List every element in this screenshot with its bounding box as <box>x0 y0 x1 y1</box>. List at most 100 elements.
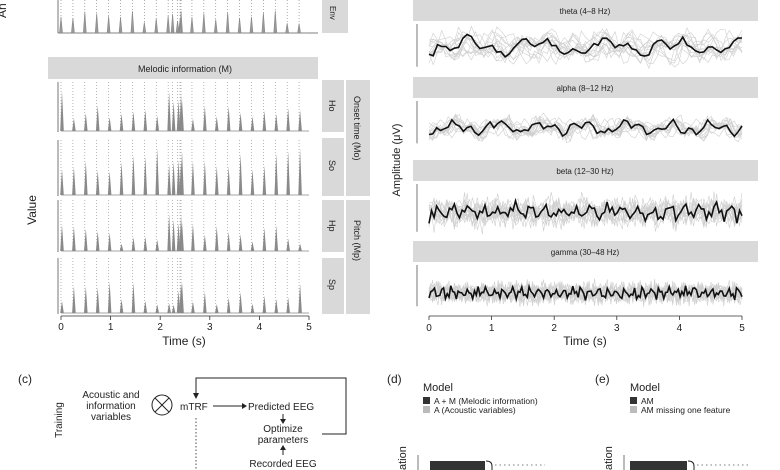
spike <box>167 303 171 313</box>
spike <box>274 299 279 313</box>
panel-e-legend-key-0 <box>630 397 637 404</box>
panel-c-optimize-line1: Optimize <box>263 424 303 435</box>
spike <box>180 99 184 131</box>
panel-c-recorded: Recorded EEG <box>249 459 316 470</box>
left-x-tick: 0 <box>58 322 64 333</box>
spike <box>180 282 184 313</box>
spike <box>143 109 148 131</box>
right-x-label: Time (s) <box>563 334 607 348</box>
spike <box>274 113 279 131</box>
spike <box>286 297 290 313</box>
panel-e-legend-key-1 <box>630 406 637 413</box>
panel-c-op: mTRF <box>180 402 208 413</box>
spike <box>238 234 243 251</box>
spike <box>203 161 207 195</box>
spike <box>131 237 136 251</box>
trial-trace <box>428 26 743 66</box>
spike <box>286 108 290 131</box>
spike <box>95 287 100 313</box>
band-panel-gamma: gamma (30–48 Hz) <box>413 241 758 307</box>
spike <box>119 162 124 195</box>
group-strip-onset <box>346 80 370 196</box>
spike <box>238 153 243 195</box>
right-x-axis: 0 1 2 3 4 5 <box>426 315 745 334</box>
spike <box>274 225 279 251</box>
band-label-beta: beta (12–30 Hz) <box>556 167 614 176</box>
spike <box>171 161 176 195</box>
spike <box>131 282 136 313</box>
spike <box>203 234 207 251</box>
spike <box>143 236 148 251</box>
panel-d-legend-title: Model <box>423 382 453 394</box>
facet-label-ho: Ho <box>327 100 337 112</box>
left-x-tick: 5 <box>306 322 312 333</box>
band-label-alpha: alpha (8–12 Hz) <box>557 84 614 93</box>
trial-trace <box>428 28 743 66</box>
spike <box>84 286 88 313</box>
spike <box>107 117 112 131</box>
spike <box>119 243 124 251</box>
spike <box>72 118 76 131</box>
spike <box>84 161 88 195</box>
spike <box>60 301 64 313</box>
spike <box>119 113 124 131</box>
spike <box>107 171 112 195</box>
spike <box>119 299 124 313</box>
panel-e-legend-0: AM <box>641 396 654 406</box>
left-x-tick: 4 <box>257 322 263 333</box>
spike <box>250 303 255 313</box>
spike <box>176 290 181 313</box>
facet-label-so: So <box>327 160 337 171</box>
panel-c-inputs-line1: Acoustic and <box>82 390 139 401</box>
left-x-label: Time (s) <box>162 334 206 348</box>
spike <box>250 116 255 131</box>
trial-trace <box>428 278 743 307</box>
spike <box>155 304 160 313</box>
panel-d-legend-0: A + M (Melodic information) <box>434 396 538 406</box>
band-strip-beta <box>413 160 758 181</box>
spike <box>143 300 148 313</box>
spike <box>180 151 184 195</box>
right-bands: theta (4–8 Hz) alpha (8–12 Hz) beta (12–30… <box>413 0 758 307</box>
spike <box>191 301 195 313</box>
spike <box>298 109 302 131</box>
left-y-label: Value <box>25 195 39 225</box>
spike <box>274 153 279 195</box>
spike <box>176 160 181 195</box>
facet-strip-hp <box>322 200 344 252</box>
top-partial-axis-label: An <box>0 3 9 18</box>
spike <box>72 286 76 313</box>
spike <box>214 165 219 195</box>
spike <box>171 219 176 251</box>
mean-trace <box>428 33 743 58</box>
panel-d-bar <box>430 461 485 470</box>
panel-c-label: (c) <box>18 372 32 386</box>
spike <box>226 231 231 251</box>
band-panel-beta: beta (12–30 Hz) <box>413 160 758 235</box>
panel-e-label: (e) <box>595 372 610 386</box>
band-strip-alpha <box>413 77 758 98</box>
spike <box>95 105 100 131</box>
band-label-gamma: gamma (30–48 Hz) <box>551 248 620 257</box>
spike <box>226 297 231 313</box>
facet-strip-sp <box>322 258 344 314</box>
panel-c-optimize-line2: parameters <box>258 435 309 446</box>
spike <box>262 227 267 251</box>
trial-trace <box>428 191 743 230</box>
spike <box>203 105 207 131</box>
right-x-tick: 3 <box>614 323 620 334</box>
spike <box>176 223 181 251</box>
mean-trace <box>428 197 743 224</box>
spike <box>262 110 267 131</box>
group-label-pitch: Pitch (Mp) <box>352 220 362 261</box>
right-x-tick: 4 <box>677 323 683 334</box>
facet-strip-so <box>322 138 344 196</box>
left-x-tick: 2 <box>157 322 163 333</box>
facet-panel-ho <box>57 82 309 132</box>
facet-label-sp: Sp <box>327 279 337 290</box>
panel-d-legend-1: A (Acoustic variables) <box>434 405 516 415</box>
spike <box>155 148 160 195</box>
spike <box>191 118 195 131</box>
right-x-tick: 5 <box>739 323 745 334</box>
panel-d-legend-key-0 <box>423 397 430 404</box>
